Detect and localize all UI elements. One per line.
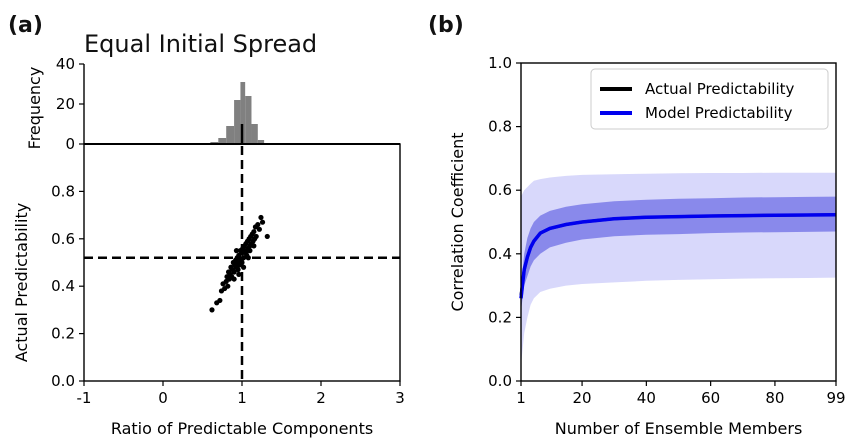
legend-label-model: Model Predictability (645, 104, 793, 122)
histogram-bar (245, 96, 252, 144)
histogram-bar (226, 126, 235, 144)
line-frame (520, 62, 837, 382)
scatter-axes: -1 0 1 2 3 0.0 0.2 0.4 0.6 0.8 (51, 143, 405, 407)
scatter-point (251, 229, 257, 235)
line-ytick-label: 0.2 (488, 308, 512, 326)
scatter-point (253, 233, 259, 240)
histogram-bar (251, 124, 258, 144)
legend: Actual Predictability Model Predictabili… (590, 68, 829, 130)
uncertainty-bands (521, 172, 836, 366)
line-ytick-label: 0.8 (488, 118, 512, 136)
scatter-point (256, 226, 262, 232)
scatter-point (225, 283, 231, 289)
line-axes: 1 20 40 60 80 99 0.0 0.2 0.4 0.6 0.8 1.0 (488, 54, 845, 407)
line-panel: 1 20 40 60 80 99 0.0 0.2 0.4 0.6 0.8 1.0 Actual Pre… (448, 54, 846, 438)
scatter-point (217, 297, 223, 304)
scatter-xlabel: Ratio of Predictable Components (111, 419, 373, 438)
scatter-point (255, 221, 261, 228)
scatter-point (264, 233, 270, 240)
line-xtick-label: 80 (765, 389, 784, 407)
line-xtick-label: 1 (516, 389, 526, 407)
line-xtick-label: 40 (637, 389, 656, 407)
scatter-point (258, 214, 264, 221)
line-ytick-label: 0.0 (488, 372, 512, 390)
scatter-point (209, 307, 215, 313)
scatter-points (209, 214, 270, 313)
histogram-ylabel: Frequency (25, 67, 44, 150)
scatter-xtick-label: 2 (316, 389, 326, 407)
scatter-ytick-label: 0.6 (51, 230, 75, 248)
scatter-xtick-label: -1 (77, 389, 92, 407)
scatter-ytick-label: 0.4 (51, 277, 75, 295)
histogram-panel: 0 20 40 Frequency (25, 55, 400, 153)
legend-box (590, 68, 829, 130)
series-line-model (519, 212, 837, 299)
histogram-ytick-label: 40 (56, 55, 75, 73)
line-ytick-label: 0.6 (488, 181, 512, 199)
scatter-point (236, 271, 242, 277)
scatter-ytick-label: 0.2 (51, 325, 75, 343)
panel-a-label: (a) (8, 13, 43, 38)
line-xlabel: Number of Ensemble Members (555, 419, 803, 438)
scatter-point (231, 269, 237, 275)
histogram-bar (218, 138, 227, 144)
scatter-xtick-label: 3 (395, 389, 405, 407)
histogram-bar (234, 100, 241, 144)
scatter-xtick-label: 1 (237, 389, 247, 407)
histogram-ytick-label: 0 (65, 135, 75, 153)
scatter-point (235, 267, 241, 273)
histogram-ytick-label: 20 (56, 95, 75, 113)
line-xtick-label: 20 (573, 389, 592, 407)
line-series (519, 212, 837, 299)
line-ytick-label: 1.0 (488, 54, 512, 72)
scatter-point (247, 248, 253, 254)
histogram-bar (240, 82, 246, 144)
scatter-xtick-label: 0 (158, 389, 168, 407)
legend-label-actual: Actual Predictability (645, 80, 795, 98)
scatter-point (245, 255, 251, 261)
hist-title: Equal Initial Spread (84, 30, 317, 58)
scatter-ytick-label: 0.0 (51, 372, 75, 390)
line-xtick-label: 99 (826, 389, 845, 407)
scatter-point (231, 276, 237, 282)
scatter-point (233, 248, 240, 254)
scatter-point (243, 250, 249, 256)
histogram-bars (210, 82, 265, 144)
panel-b-label: (b) (428, 13, 464, 38)
scatter-point (251, 243, 257, 249)
scatter-point (259, 219, 266, 225)
scatter-ytick-label: 0.8 (51, 182, 75, 200)
scatter-ylabel: Actual Predictability (12, 203, 31, 362)
line-ylabel: Correlation Coefficient (448, 132, 467, 311)
histogram-bar (257, 140, 265, 144)
scatter-panel: -1 0 1 2 3 0.0 0.2 0.4 0.6 0.8 Ratio of Predictab… (12, 143, 405, 438)
line-xtick-label: 60 (701, 389, 720, 407)
line-ytick-label: 0.4 (488, 245, 512, 263)
inner-band (521, 196, 836, 311)
